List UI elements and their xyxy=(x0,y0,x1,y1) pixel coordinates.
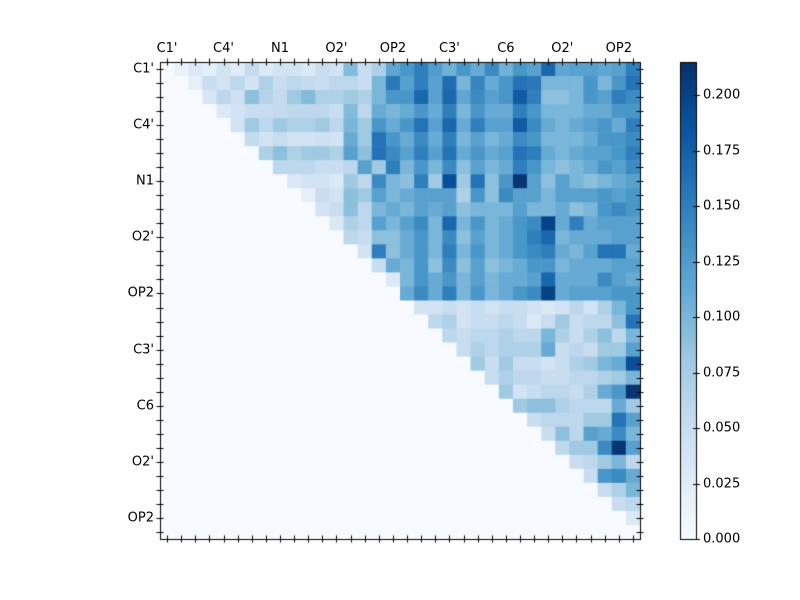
x-axis-tick-label: OP2 xyxy=(605,41,632,56)
y-axis-tick-label: C4' xyxy=(133,117,154,133)
x-axis-tick-label: O2' xyxy=(325,41,348,56)
x-axis-tick-label: C3' xyxy=(438,41,460,56)
y-axis-tick-label: N1 xyxy=(136,173,154,189)
colorbar-tick-label: 0.150 xyxy=(703,198,741,214)
y-axis-tick-label: O2' xyxy=(131,454,154,470)
colorbar-tick-label: 0.125 xyxy=(703,254,741,270)
colorbar-tick-label: 0.025 xyxy=(703,476,741,492)
y-axis-tick-label: OP2 xyxy=(127,510,154,526)
x-axis-tick-label: OP2 xyxy=(379,41,407,56)
colorbar-tick-label: 0.200 xyxy=(703,87,741,103)
x-axis-tick-label: C6 xyxy=(497,41,515,56)
y-axis-tick-label: C1' xyxy=(133,61,154,77)
x-axis-tick-label: O2' xyxy=(551,41,574,56)
colorbar-tick-label: 0.100 xyxy=(703,309,741,325)
y-axis-tick-label: OP2 xyxy=(127,285,154,301)
colorbar-tick-label: 0.175 xyxy=(703,143,741,159)
colorbar-tick-label: 0.000 xyxy=(703,531,741,547)
x-axis-tick-label: C4' xyxy=(213,41,234,56)
x-axis-tick-label: C1' xyxy=(156,41,178,56)
x-axis-tick-label: N1 xyxy=(271,41,289,56)
y-axis-tick-label: O2' xyxy=(131,229,154,245)
y-axis-tick-label: C3' xyxy=(133,342,154,358)
colorbar-tick-label: 0.075 xyxy=(703,365,741,381)
colorbar-tick-label: 0.050 xyxy=(703,420,741,436)
y-axis-tick-label: C6 xyxy=(136,398,154,414)
